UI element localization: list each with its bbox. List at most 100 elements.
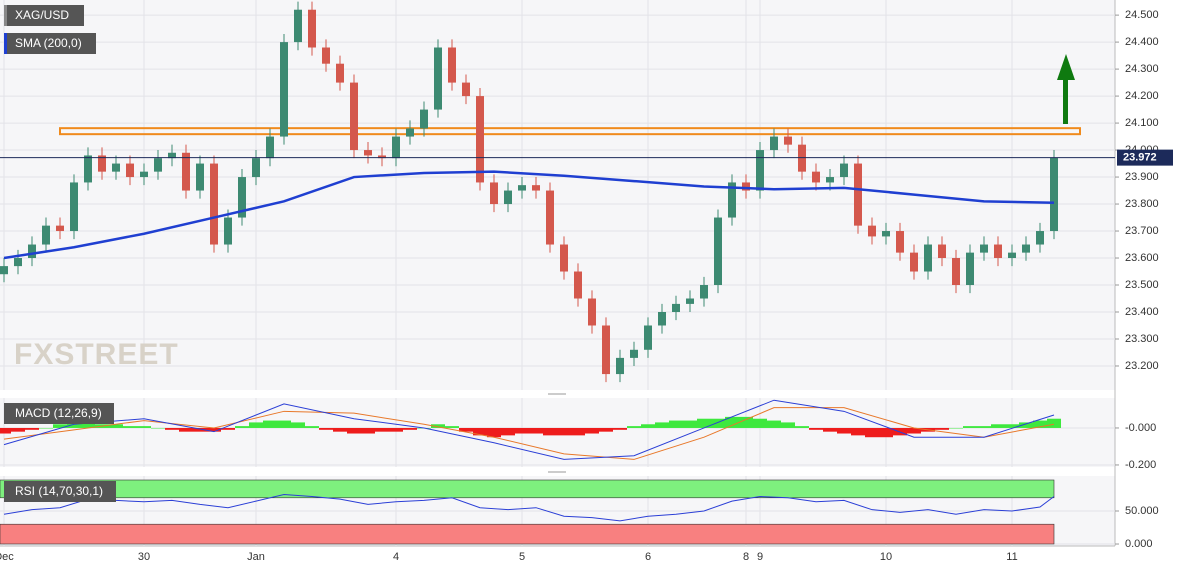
macd-histogram-bar <box>81 422 95 428</box>
candle-body <box>574 271 582 299</box>
rsi-overbought-zone <box>0 479 1055 499</box>
candle-body <box>742 182 750 191</box>
y-tick-label: 23.600 <box>1125 252 1159 264</box>
candle-body <box>210 163 218 245</box>
candle-body <box>252 158 260 178</box>
candle-body <box>616 357 624 375</box>
candle-body <box>518 185 526 191</box>
legend-box <box>4 403 114 424</box>
macd-histogram-bar <box>529 427 543 434</box>
rsi-line <box>3 493 1055 522</box>
candle-body <box>966 252 974 286</box>
marks <box>0 1 1115 545</box>
candle-body <box>798 144 806 172</box>
y-tick-label: -0.200 <box>1125 459 1156 471</box>
macd-histogram-bar <box>361 427 375 434</box>
y-tick-label: 24.200 <box>1125 90 1159 102</box>
legend-swatch <box>4 5 7 26</box>
macd-histogram-bar <box>753 418 767 428</box>
macd-histogram-bar <box>809 427 823 430</box>
macd-histogram-bar <box>1019 422 1033 428</box>
candle-body <box>28 244 36 259</box>
macd-histogram-bar <box>781 422 795 428</box>
macd-histogram-bar <box>263 420 277 428</box>
macd-histogram-bar <box>25 427 39 430</box>
candle-body <box>504 190 512 205</box>
macd-histogram-bar <box>207 427 221 432</box>
candle-body <box>224 217 232 245</box>
candle-body <box>896 231 904 253</box>
candle-body <box>560 244 568 272</box>
candle-body <box>462 82 470 97</box>
candle-body <box>364 150 372 156</box>
arrow <box>1057 54 1075 124</box>
y-tick-label: 0.000 <box>1125 538 1153 550</box>
candle-body <box>266 136 274 159</box>
candle-body <box>182 152 190 191</box>
candle-body <box>154 158 162 172</box>
macd-histogram-bar <box>697 418 711 428</box>
candle-body <box>756 150 764 191</box>
macd-histogram-bar <box>431 424 445 428</box>
watermark: FXSTREET <box>14 338 179 371</box>
macd-histogram-bar <box>319 427 333 430</box>
candle-body <box>434 47 442 110</box>
candle-body <box>994 244 1002 259</box>
macd-histogram-bar <box>907 427 921 434</box>
macd-histogram-bar <box>0 427 11 434</box>
sma-line <box>3 170 1055 260</box>
macd-histogram-bar <box>39 427 53 429</box>
macd-histogram-bar <box>249 422 263 428</box>
candle-body <box>112 163 120 172</box>
rsi-oversold-zone <box>0 523 1055 545</box>
macd-histogram-bar <box>1047 418 1061 428</box>
macd-histogram-bar <box>11 427 25 432</box>
last-price-label: 23.972 <box>1123 152 1157 164</box>
last-price-box <box>1117 149 1173 166</box>
candle-body <box>910 252 918 272</box>
candle-body <box>168 152 176 159</box>
legend-box <box>4 5 84 26</box>
candle-body <box>588 298 596 326</box>
y-tick-label: 23.700 <box>1125 225 1159 237</box>
macd-histogram-bar <box>333 427 347 432</box>
price-panel <box>0 0 1115 390</box>
candle-body <box>56 225 64 232</box>
macd-histogram-bar <box>501 427 515 436</box>
macd-histogram-bar <box>193 427 207 432</box>
candle-body <box>868 225 876 237</box>
y-tick-label: 24.500 <box>1125 9 1159 21</box>
macd-histogram-bar <box>655 422 669 428</box>
candle-body <box>602 325 610 375</box>
candle-body <box>1036 231 1044 245</box>
macd-histogram-bar <box>459 427 473 432</box>
macd-histogram-bar <box>221 427 235 430</box>
macd-histogram-bar <box>291 422 305 428</box>
macd-histogram-bar <box>235 426 249 428</box>
candle-body <box>448 47 456 83</box>
y-tick-label: 23.200 <box>1125 360 1159 372</box>
macd-histogram-bar <box>403 427 417 430</box>
macd-histogram-bar <box>375 427 389 432</box>
macd-histogram-bar <box>963 426 977 428</box>
rsi-label: RSI (14,70,30,1) <box>15 484 103 498</box>
candle-body <box>938 244 946 259</box>
macd-histogram-bar <box>669 420 683 428</box>
macd-line <box>3 399 1055 460</box>
macd-histogram-bar <box>557 427 571 436</box>
macd-histogram-bar <box>725 416 739 428</box>
macd-histogram-bar <box>599 427 613 432</box>
y-tick-label: 23.500 <box>1125 279 1159 291</box>
macd-histogram-bar <box>473 427 487 436</box>
macd-histogram-bar <box>991 424 1005 428</box>
symbol-label: XAG/USD <box>15 8 69 22</box>
x-tick-label: 10 <box>880 551 892 563</box>
legend-swatch <box>4 33 7 54</box>
macd-histogram-bar <box>445 426 459 428</box>
resistance-band <box>59 127 1081 136</box>
macd-histogram-bar <box>347 427 361 434</box>
macd-histogram-bar <box>179 427 193 432</box>
x-tick-label: 6 <box>645 551 651 563</box>
candle-body <box>686 298 694 304</box>
